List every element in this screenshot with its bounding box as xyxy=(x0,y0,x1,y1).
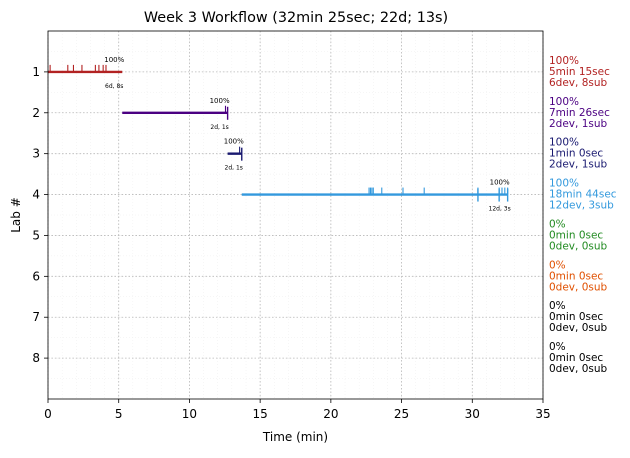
lab-2-count-label: 2d, 1s xyxy=(210,124,228,131)
y-tick-label: 2 xyxy=(32,106,40,120)
lab-5-summary-line: 0min 0sec xyxy=(549,229,603,241)
x-tick-label: 25 xyxy=(394,407,409,421)
lab-1-percent-label: 100% xyxy=(104,56,124,64)
lab-2-summary-line: 100% xyxy=(549,96,579,108)
lab-1-count-label: 6d, 8s xyxy=(105,83,123,90)
lab-8-summary-line: 0% xyxy=(549,341,566,353)
y-tick-label: 8 xyxy=(32,351,40,365)
x-tick-label: 10 xyxy=(182,407,197,421)
lab-8-summary-line: 0min 0sec xyxy=(549,352,603,364)
axis-layer: 0 5 10 15 20 25 30 35 1 2 3 4 5 6 7 8 xyxy=(32,65,550,421)
x-tick-label: 5 xyxy=(115,407,123,421)
lab-4-summary-line: 100% xyxy=(549,178,579,190)
lab-2-percent-label: 100% xyxy=(210,97,230,105)
lab-7-summary-line: 0% xyxy=(549,300,566,312)
lab-7-summary-line: 0min 0sec xyxy=(549,311,603,323)
lab-1-summary-line: 5min 15sec xyxy=(549,66,610,78)
x-axis-label: Time (min) xyxy=(262,430,328,444)
grid-layer xyxy=(47,30,544,400)
x-tick-label: 35 xyxy=(535,407,550,421)
plot-frame xyxy=(47,30,544,400)
y-tick-label: 5 xyxy=(32,228,40,242)
lab-7-summary-line: 0dev, 0sub xyxy=(549,322,608,334)
lab-6-summary-line: 0dev, 0sub xyxy=(549,281,608,293)
y-tick-label: 3 xyxy=(32,147,40,161)
lab-5-summary-line: 0% xyxy=(549,218,566,230)
data-layer: 100% 6d, 8s 100% 2d, 1s 100% 2d, 1s 100% 12d, 3… xyxy=(48,56,511,213)
y-axis-label: Lab # xyxy=(9,197,23,233)
y-tick-label: 6 xyxy=(32,269,40,283)
lab-3-count-label: 2d, 1s xyxy=(225,165,243,172)
lab-2-summary-line: 7min 26sec xyxy=(549,107,610,119)
lab-3-summary-line: 100% xyxy=(549,137,579,149)
lab-4-summary-line: 12dev, 3sub xyxy=(549,200,614,212)
lab-4-summary-line: 18min 44sec xyxy=(549,189,617,201)
y-tick-label: 4 xyxy=(32,188,40,202)
x-tick-label: 30 xyxy=(465,407,480,421)
lab-8-summary-line: 0dev, 0sub xyxy=(549,363,608,375)
lab-4-count-label: 12d, 3s xyxy=(489,206,511,213)
x-tick-label: 15 xyxy=(253,407,268,421)
y-tick-label: 7 xyxy=(32,310,40,324)
lab-3-summary-line: 1min 0sec xyxy=(549,148,603,160)
lab-1-summary-line: 6dev, 8sub xyxy=(549,77,608,89)
lab-1-summary-line: 100% xyxy=(549,55,579,67)
lab-2-summary-line: 2dev, 1sub xyxy=(549,118,608,130)
lab-6-summary-line: 0min 0sec xyxy=(549,270,603,282)
chart-title: Week 3 Workflow (32min 25sec; 22d; 13s) xyxy=(144,10,448,26)
lab-4-percent-label: 100% xyxy=(490,179,510,187)
lab-5-summary-line: 0dev, 0sub xyxy=(549,240,608,252)
x-tick-label: 20 xyxy=(323,407,338,421)
lab-3-percent-label: 100% xyxy=(224,138,244,146)
lab-3-summary-line: 2dev, 1sub xyxy=(549,159,608,171)
y-tick-label: 1 xyxy=(32,65,40,79)
lab-6-summary-line: 0% xyxy=(549,259,566,271)
x-tick-label: 0 xyxy=(44,407,52,421)
